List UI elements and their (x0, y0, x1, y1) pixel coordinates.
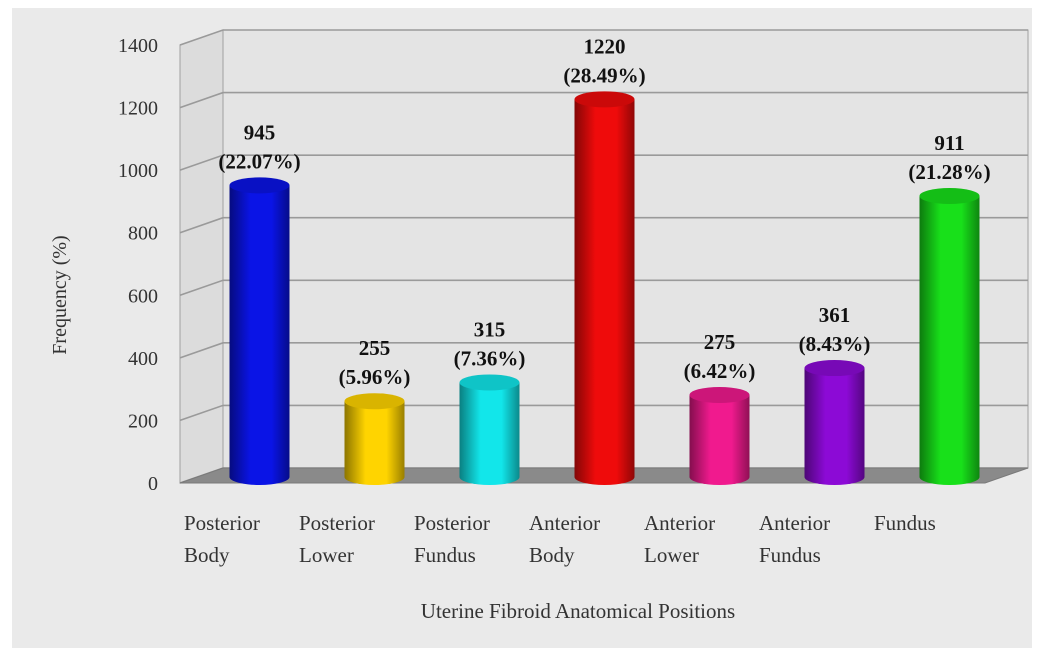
bar-value-label: 911 (934, 131, 964, 155)
bar-top (574, 91, 635, 108)
x-axis-label: Uterine Fibroid Anatomical Positions (421, 599, 735, 623)
x-tick-label: Fundus (414, 543, 476, 567)
bar-percent-label: (5.96%) (339, 365, 411, 389)
bar-value-label: 275 (704, 330, 736, 354)
gridline (179, 279, 1028, 297)
x-tick-label: Lower (299, 543, 354, 567)
bar-body (574, 99, 635, 486)
bar-percent-label: (7.36%) (454, 346, 526, 370)
bar-value-label: 315 (474, 317, 506, 341)
bar (689, 386, 750, 485)
bar-top (459, 374, 520, 391)
bar-top (689, 386, 750, 403)
bar-top (344, 393, 405, 410)
bar-percent-label: (6.42%) (684, 359, 756, 383)
y-axis-label: Frequency (%) (49, 235, 71, 354)
bar-body (804, 368, 865, 485)
x-tick-label: Anterior (759, 511, 830, 535)
y-tick-label: 1200 (118, 98, 158, 120)
x-tick-label: Anterior (644, 511, 715, 535)
bar-body (919, 195, 980, 486)
bar-percent-label: (22.07%) (218, 149, 300, 173)
x-tick-label: Body (529, 543, 575, 567)
x-tick-label: Fundus (759, 543, 821, 567)
bar-body (459, 382, 520, 485)
gridline (179, 91, 1028, 109)
side-wall (179, 29, 224, 484)
bar (919, 187, 980, 486)
x-tick-label: Fundus (874, 511, 936, 535)
gridline (179, 154, 1028, 171)
bar-percent-label: (28.49%) (563, 63, 645, 87)
gridline (179, 342, 1028, 359)
y-tick-label: 1000 (118, 160, 158, 182)
bar-body (689, 394, 750, 485)
x-tick-label: Anterior (529, 511, 600, 535)
bar (459, 374, 520, 485)
y-tick-label: 1400 (118, 35, 158, 57)
y-tick-label: 600 (128, 285, 158, 307)
bar-top (229, 177, 290, 194)
bar (804, 360, 865, 485)
y-tick-label: 400 (128, 348, 158, 370)
bar-top (804, 360, 865, 377)
bar-percent-label: (21.28%) (908, 160, 990, 184)
bar-body (344, 401, 405, 485)
bar-body (229, 185, 290, 485)
gridline (179, 216, 1028, 234)
x-tick-label: Posterior (184, 511, 260, 535)
y-tick-label: 800 (128, 223, 158, 245)
x-tick-label: Posterior (299, 511, 375, 535)
bar-value-label: 945 (244, 120, 276, 144)
y-tick-label: 200 (128, 410, 158, 432)
bar-value-label: 361 (819, 303, 851, 327)
x-tick-label: Lower (644, 543, 699, 567)
bar (229, 177, 290, 485)
bar-percent-label: (8.43%) (799, 332, 871, 356)
bar (344, 393, 405, 485)
x-tick-label: Body (184, 543, 230, 567)
gridline (179, 404, 1028, 422)
y-tick-label: 0 (148, 473, 158, 495)
bar-value-label: 1220 (584, 34, 626, 58)
bar-value-label: 255 (359, 336, 391, 360)
x-tick-label: Posterior (414, 511, 490, 535)
gridline (179, 29, 1028, 46)
bar (574, 91, 635, 486)
bar-top (919, 187, 980, 204)
